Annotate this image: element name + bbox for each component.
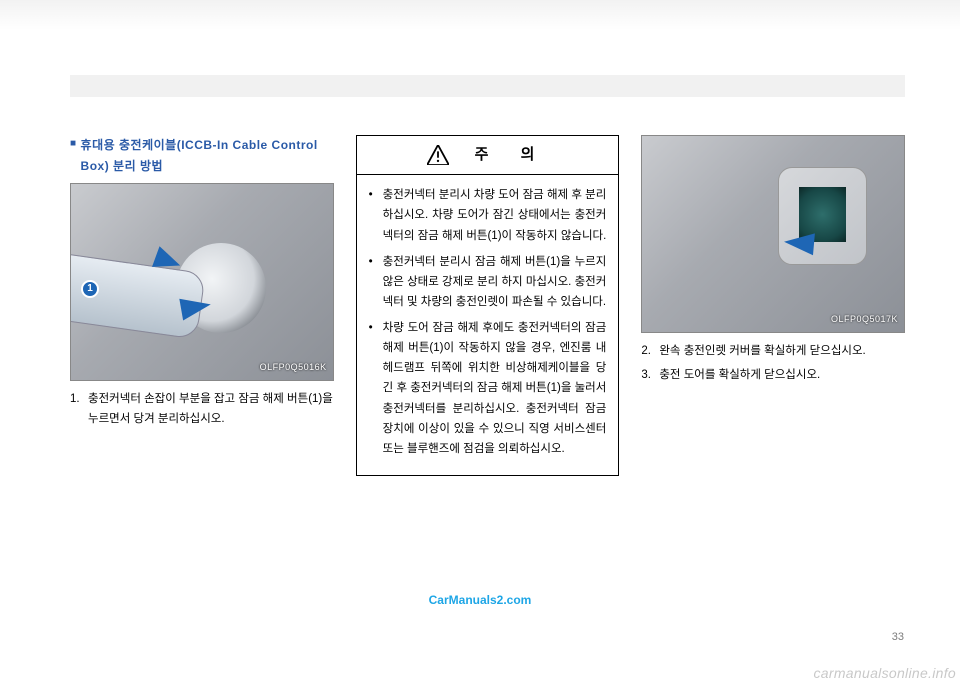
- step-number: 3.: [641, 365, 659, 385]
- warning-text: 충전커넥터 분리시 차량 도어 잠금 해제 후 분리하십시오. 차량 도어가 잠…: [383, 185, 607, 245]
- figure2-label: OLFP0Q5017K: [831, 312, 898, 328]
- column-center: 주 의 • 충전커넥터 분리시 차량 도어 잠금 해제 후 분리하십시오. 차량…: [356, 135, 620, 476]
- section-title: ■ 휴대용 충전케이블(ICCB-In Cable Control Box) 분…: [70, 135, 334, 177]
- warning-heading-text: 주 의: [461, 142, 549, 168]
- top-shadow: [0, 0, 960, 30]
- step-number: 1.: [70, 389, 88, 429]
- warning-item: • 충전커넥터 분리시 잠금 해제 버튼(1)을 누르지 않은 상태로 강제로 …: [369, 252, 607, 312]
- figure-cover: OLFP0Q5017K: [641, 135, 905, 333]
- warning-text: 차량 도어 잠금 해제 후에도 충전커넥터의 잠금 해제 버튼(1)이 작동하지…: [383, 318, 607, 459]
- column-left: ■ 휴대용 충전케이블(ICCB-In Cable Control Box) 분…: [70, 135, 334, 476]
- page-number: 33: [892, 631, 904, 643]
- list-item: 3. 충전 도어를 확실하게 닫으십시오.: [641, 365, 905, 385]
- figure1-badge: 1: [81, 280, 99, 298]
- list-item: 2. 완속 충전인렛 커버를 확실하게 닫으십시오.: [641, 341, 905, 361]
- column-right: OLFP0Q5017K 2. 완속 충전인렛 커버를 확실하게 닫으십시오. 3…: [641, 135, 905, 476]
- step-text: 충전커넥터 손잡이 부분을 잡고 잠금 해제 버튼(1)을 누르면서 당겨 분리…: [88, 389, 334, 429]
- step-text: 완속 충전인렛 커버를 확실하게 닫으십시오.: [659, 341, 905, 361]
- bullet-dot: •: [369, 185, 383, 245]
- footer-link[interactable]: CarManuals2.com: [0, 593, 960, 607]
- warning-triangle-icon: [427, 145, 449, 165]
- watermark: carmanualsonline.info: [814, 665, 957, 681]
- warning-item: • 차량 도어 잠금 해제 후에도 충전커넥터의 잠금 해제 버튼(1)이 작동…: [369, 318, 607, 459]
- warning-heading: 주 의: [357, 136, 619, 175]
- warning-text: 충전커넥터 분리시 잠금 해제 버튼(1)을 누르지 않은 상태로 강제로 분리…: [383, 252, 607, 312]
- figure1-label: OLFP0Q5016K: [260, 360, 327, 376]
- step-number: 2.: [641, 341, 659, 361]
- warning-box: 주 의 • 충전커넥터 분리시 차량 도어 잠금 해제 후 분리하십시오. 차량…: [356, 135, 620, 476]
- bullet-dot: •: [369, 318, 383, 459]
- bullet-dot: •: [369, 252, 383, 312]
- arrow-icon: [783, 231, 815, 256]
- warning-item: • 충전커넥터 분리시 차량 도어 잠금 해제 후 분리하십시오. 차량 도어가…: [369, 185, 607, 245]
- list-item: 1. 충전커넥터 손잡이 부분을 잡고 잠금 해제 버튼(1)을 누르면서 당겨…: [70, 389, 334, 429]
- manual-page: ■ 휴대용 충전케이블(ICCB-In Cable Control Box) 분…: [0, 0, 960, 685]
- content-columns: ■ 휴대용 충전케이블(ICCB-In Cable Control Box) 분…: [70, 135, 905, 476]
- title-bullet: ■: [70, 135, 77, 153]
- header-band: [70, 75, 905, 97]
- step-text: 충전 도어를 확실하게 닫으십시오.: [659, 365, 905, 385]
- figure-connector: 1 OLFP0Q5016K: [70, 183, 334, 381]
- section-title-text: 휴대용 충전케이블(ICCB-In Cable Control Box) 분리 …: [81, 135, 334, 177]
